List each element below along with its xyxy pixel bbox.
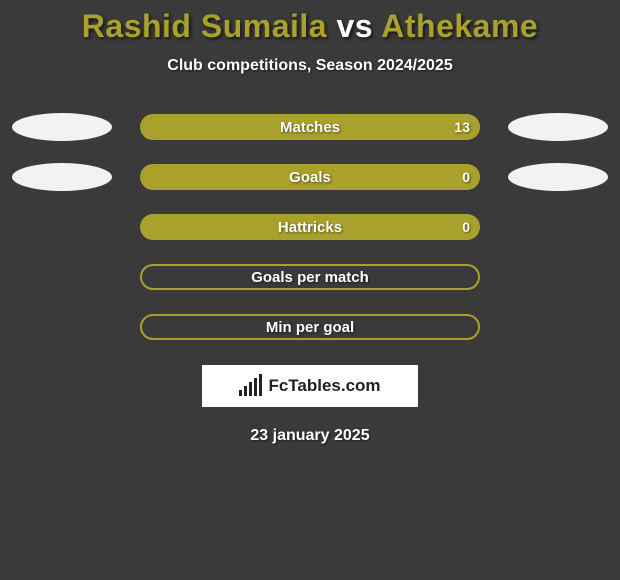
stat-label: Matches xyxy=(280,119,340,136)
stat-bar-gpm: Goals per match xyxy=(140,264,480,290)
logo-chart-icon xyxy=(239,376,262,396)
title: Rashid Sumaila vs Athekame xyxy=(0,8,620,45)
player2-name: Athekame xyxy=(381,8,538,44)
subtitle: Club competitions, Season 2024/2025 xyxy=(0,57,620,75)
stats-rows: Matches 13 Goals 0 Hattricks 0 Goal xyxy=(0,113,620,341)
stat-value: 0 xyxy=(462,219,470,235)
stat-bar-goals: Goals 0 xyxy=(140,164,480,190)
stat-row: Matches 13 xyxy=(0,113,620,141)
logo-text: FcTables.com xyxy=(268,376,380,396)
player1-oval xyxy=(12,113,112,141)
vs-text: vs xyxy=(336,8,373,44)
stat-bar-matches: Matches 13 xyxy=(140,114,480,140)
player1-oval xyxy=(12,163,112,191)
comparison-widget: Rashid Sumaila vs Athekame Club competit… xyxy=(0,0,620,445)
stat-bar-hattricks: Hattricks 0 xyxy=(140,214,480,240)
stat-bar-mpg: Min per goal xyxy=(140,314,480,340)
stat-value: 13 xyxy=(454,119,470,135)
stat-label: Min per goal xyxy=(266,319,354,336)
player2-oval xyxy=(508,113,608,141)
player1-name: Rashid Sumaila xyxy=(82,8,327,44)
stat-row: Hattricks 0 xyxy=(0,213,620,241)
stat-row: Goals per match xyxy=(0,263,620,291)
stat-label: Goals per match xyxy=(251,269,369,286)
player2-oval xyxy=(508,163,608,191)
stat-label: Hattricks xyxy=(278,219,342,236)
stat-value: 0 xyxy=(462,169,470,185)
stat-row: Min per goal xyxy=(0,313,620,341)
logo: FcTables.com xyxy=(202,365,418,407)
stat-label: Goals xyxy=(289,169,331,186)
stat-row: Goals 0 xyxy=(0,163,620,191)
date: 23 january 2025 xyxy=(0,427,620,445)
